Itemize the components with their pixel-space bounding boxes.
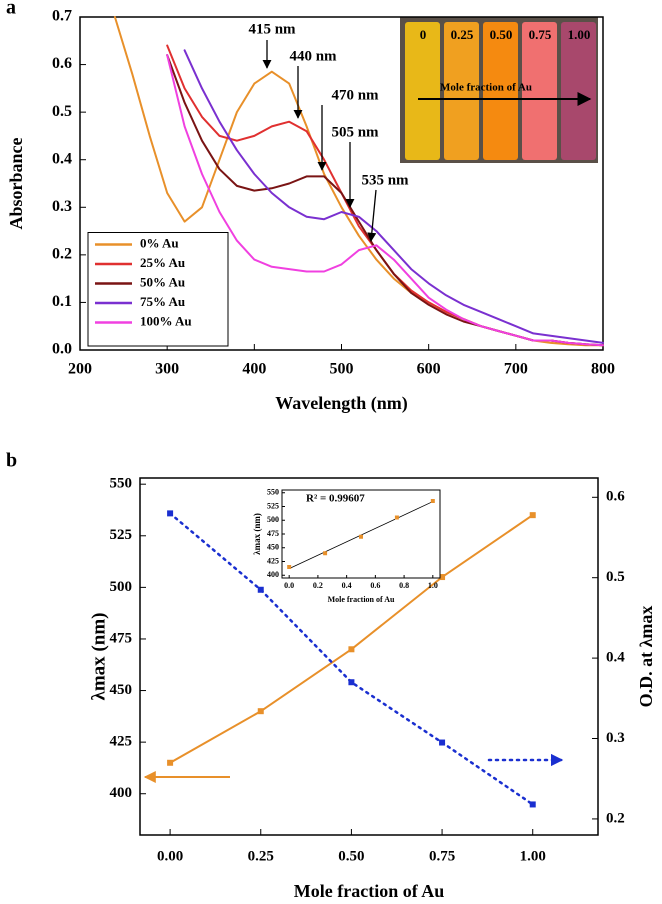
y-tick-label: 550 <box>267 488 279 497</box>
point <box>529 512 536 519</box>
photo-caption: Mole fraction of Au <box>440 82 532 94</box>
x-tick-label: 500 <box>330 361 354 378</box>
point <box>359 534 363 539</box>
point <box>167 510 174 517</box>
y-tick-label: 0.6 <box>52 55 72 72</box>
legend-label: 25% Au <box>140 255 185 270</box>
y-tick-label: 400 <box>267 570 279 579</box>
y-tick-label: 0.0 <box>52 341 72 358</box>
x-tick-label: 1.00 <box>520 848 546 864</box>
x-tick-label: 200 <box>68 361 92 378</box>
y-tick-label: 500 <box>267 515 279 524</box>
vial-photo <box>400 17 598 163</box>
peak-label: 535 nm <box>361 172 409 188</box>
point <box>287 565 292 569</box>
y-tick-label: 525 <box>267 501 279 510</box>
x-axis-title: Mole fraction of Au <box>294 881 444 901</box>
series-line <box>183 49 604 344</box>
y-tick-label: 0.5 <box>52 103 72 120</box>
panel-label: b <box>6 450 17 472</box>
y2-tick-label: 0.3 <box>606 730 625 746</box>
x-tick-label: 300 <box>155 361 179 378</box>
vial <box>405 22 440 160</box>
plot-frame <box>139 477 599 836</box>
vial-label: 0.75 <box>529 27 552 42</box>
point <box>167 759 174 766</box>
y-tick-label: 550 <box>110 476 133 492</box>
y-tick-label: 0.4 <box>52 150 72 167</box>
point <box>348 646 355 653</box>
y2-tick-label: 0.4 <box>606 650 625 666</box>
vial <box>483 22 518 160</box>
peak-arrow <box>367 189 377 242</box>
x-tick-label: 0.50 <box>338 848 364 864</box>
x-tick-label: 400 <box>242 361 266 378</box>
x-tick-label: 600 <box>417 361 441 378</box>
plot-frame <box>281 489 441 579</box>
x-tick-label: 0.00 <box>157 848 183 864</box>
y-tick-label: 0.3 <box>52 198 72 215</box>
x-tick-label: 0.8 <box>399 581 409 590</box>
y-tick-label: 400 <box>110 785 133 801</box>
x-tick-label: 700 <box>504 361 528 378</box>
point <box>439 574 446 581</box>
vial-label: 0.50 <box>490 27 513 42</box>
legend-label: 75% Au <box>140 294 185 309</box>
legend-box <box>87 232 229 347</box>
y2-tick-label: 0.2 <box>606 810 625 826</box>
peak-label: 470 nm <box>331 87 379 103</box>
fit-annotation: R² = 0.99607 <box>306 493 365 505</box>
series-line <box>166 54 604 347</box>
y-tick-label: 425 <box>110 734 133 750</box>
point <box>529 801 536 808</box>
vial-label: 0 <box>420 27 427 42</box>
y-tick-label: 0.1 <box>52 293 72 310</box>
x-tick-label: 1.0 <box>428 581 438 590</box>
point <box>439 739 446 746</box>
point <box>394 515 399 520</box>
vial-label: 1.00 <box>568 27 591 42</box>
point <box>257 708 264 715</box>
y-tick-label: 0.2 <box>52 246 72 263</box>
vial <box>444 22 479 160</box>
x-axis-title: Mole fraction of Au <box>328 595 395 604</box>
peak-label: 415 nm <box>248 21 296 37</box>
y2-tick-label: 0.5 <box>606 569 625 585</box>
x-tick-label: 0.4 <box>342 581 352 590</box>
y-tick-label: 500 <box>110 579 133 595</box>
y-axis-title: λmax (nm) <box>88 613 109 701</box>
x-tick-label: 0.75 <box>429 848 455 864</box>
panel-label: a <box>6 0 16 19</box>
y2-axis-title: O.D. at λmax <box>636 606 656 708</box>
y-tick-label: 475 <box>110 630 133 646</box>
y-tick-label: 450 <box>267 543 279 552</box>
legend-label: 50% Au <box>140 274 185 289</box>
y-tick-label: 475 <box>267 529 279 538</box>
point <box>430 499 435 503</box>
x-tick-label: 0.25 <box>248 848 274 864</box>
peak-label: 505 nm <box>331 124 379 140</box>
peak-label: 440 nm <box>289 48 337 64</box>
vial <box>522 22 557 160</box>
y2-tick-label: 0.6 <box>606 489 625 505</box>
legend-label: 100% Au <box>140 313 192 328</box>
y-tick-label: 525 <box>110 527 133 543</box>
point <box>257 586 264 593</box>
x-tick-label: 800 <box>591 361 615 378</box>
point <box>348 679 355 686</box>
point <box>323 551 328 556</box>
legend-label: 0% Au <box>140 235 179 250</box>
x-axis-title: Wavelength (nm) <box>275 393 408 414</box>
y-tick-label: 0.7 <box>52 8 72 25</box>
x-tick-label: 0.2 <box>313 581 323 590</box>
vial-label: 0.25 <box>451 27 474 42</box>
y-axis-title: Absorbance <box>6 137 26 229</box>
y-axis-title: λmax (nm) <box>252 513 262 555</box>
y-tick-label: 425 <box>267 556 279 565</box>
x-tick-label: 0.0 <box>284 581 294 590</box>
y-tick-label: 450 <box>110 682 133 698</box>
vial <box>561 22 596 160</box>
x-tick-label: 0.6 <box>370 581 380 590</box>
